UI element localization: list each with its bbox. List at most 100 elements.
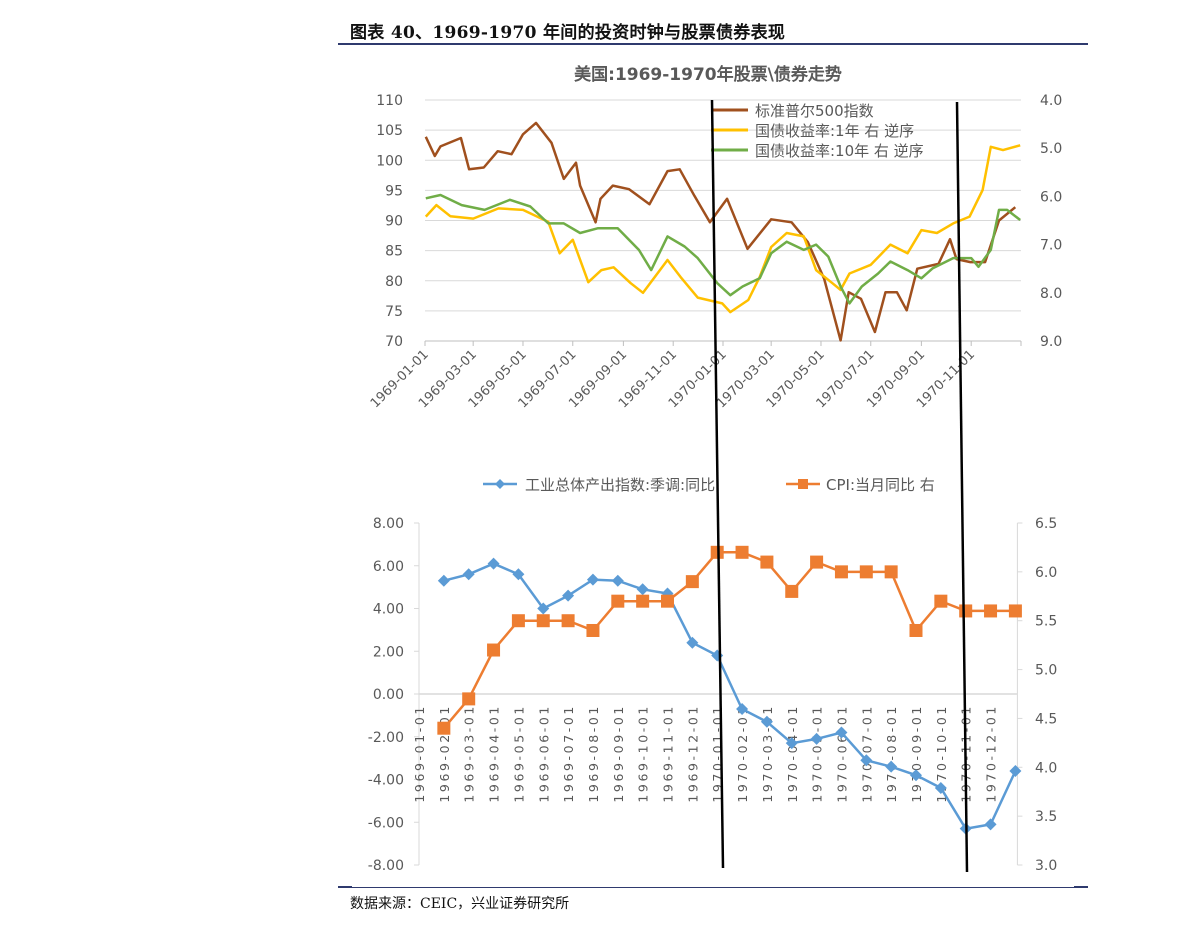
title-divider [338,43,1088,45]
data-point-diamond [586,573,599,586]
y-tick-label-left: 100 [376,153,403,169]
data-point-diamond [487,557,500,570]
data-point-square [760,555,774,569]
source-divider [338,887,1088,888]
y-tick-label-left: 95 [385,183,403,199]
data-point-diamond [1009,764,1022,777]
x-tick-label: 1969-04-01 [487,704,502,803]
data-point-square [661,594,674,608]
legend-label-0: 标准普尔500指数 [755,102,874,120]
series-line-0 [443,562,1017,831]
x-tick-label: 1969-10-01 [636,704,651,803]
source-divider-cap-left [338,886,352,888]
y-tick-label-right: 6.0 [1035,565,1057,581]
data-point-square [934,594,948,608]
data-point-square [884,565,898,579]
y-tick-label-left: 70 [385,334,403,350]
data-point-square [511,614,525,628]
source-divider-cap-right [1074,886,1088,888]
y-tick-label-left: -6.00 [368,815,404,831]
data-point-diamond [860,754,873,767]
data-point-diamond [711,649,724,662]
data-point-square [959,604,973,618]
x-tick-label: 1969-05-01 [511,704,526,803]
data-point-diamond [636,583,649,596]
data-point-square [834,565,848,579]
data-point-diamond [984,818,997,831]
data-point-diamond [785,737,798,750]
data-point-square [909,623,923,637]
data-point-diamond [810,732,823,745]
data-point-square [984,604,998,618]
y-tick-label-left: 105 [376,123,403,139]
data-point-square [462,692,476,706]
x-tick-label: 1970-08-01 [884,704,899,803]
x-tick-label: 1969-08-01 [586,704,601,803]
y-tick-label-right: 8.0 [1040,286,1062,302]
data-point-square [536,614,550,628]
data-point-diamond [934,782,947,795]
y-tick-label-right: 3.0 [1035,858,1057,874]
y-tick-label-left: 110 [376,93,403,109]
data-point-square [586,623,600,637]
data-point-diamond [537,602,550,615]
data-point-diamond [437,574,450,587]
x-tick-label: 1970-07-01 [859,704,874,803]
data-point-square [636,594,650,608]
data-point-square [1008,604,1022,618]
y-tick-label-left: -2.00 [368,730,404,746]
x-tick-label: 1969-01-01 [412,704,427,803]
x-tick-label: 1970-09-01 [909,704,924,803]
data-point-square [785,584,799,598]
data-point-diamond [562,589,575,602]
data-point-square [735,545,749,559]
y-tick-label-right: 4.0 [1035,760,1057,776]
y-tick-label-left: -8.00 [368,858,404,874]
series-line-1 [424,144,1021,314]
x-tick-label: 1970-02-01 [735,704,750,803]
series-line-1 [442,551,1016,730]
y-tick-label-left: 85 [385,244,403,260]
y-tick-label-left: 8.00 [373,516,404,532]
data-point-diamond [835,726,848,739]
x-tick-label: 1970-03-01 [760,704,775,803]
y-tick-label-right: 7.0 [1040,238,1062,254]
y-tick-label-right: 5.0 [1040,141,1062,157]
y-tick-label-right: 6.0 [1040,189,1062,205]
data-point-diamond [686,636,699,649]
x-tick-label: 1969-11-01 [661,704,676,803]
data-point-square [710,545,724,559]
y-tick-label-right: 5.5 [1035,614,1057,630]
y-tick-label-right: 9.0 [1040,334,1062,350]
legend-marker-diamond [495,479,505,489]
legend-marker-square [798,479,808,489]
y-tick-label-left: 80 [385,274,403,290]
data-point-square [437,721,451,735]
x-tick-label: 1969-03-01 [462,704,477,803]
legend-label-1: 国债收益率:1年 右 逆序 [755,122,914,140]
data-point-diamond [959,822,972,835]
x-tick-label: 1969-06-01 [536,704,551,803]
data-point-square [487,643,501,657]
y-tick-label-left: 2.00 [373,644,404,660]
y-tick-label-left: 90 [385,214,403,230]
data-point-diamond [760,715,773,728]
x-tick-label: 1969-07-01 [561,704,576,803]
y-tick-label-left: 75 [385,304,403,320]
y-tick-label-left: 6.00 [373,559,404,575]
y-tick-label-right: 4.0 [1040,93,1062,109]
data-point-diamond [462,568,475,581]
series-line-2 [425,193,1021,305]
x-tick-label: 1970-06-01 [834,704,849,803]
y-tick-label-left: 4.00 [373,602,404,618]
data-point-diamond [736,702,749,715]
figure-title: 图表 40、1969-1970 年间的投资时钟与股票债券表现 [350,23,786,43]
y-tick-label-right: 3.5 [1035,809,1057,825]
y-tick-label-right: 6.5 [1035,516,1057,532]
data-point-diamond [910,769,922,782]
x-tick-label: 1970-10-01 [934,704,949,803]
source-note: 数据来源：CEIC，兴业证券研究所 [350,896,570,912]
data-point-diamond [512,568,525,581]
y-tick-label-left: -4.00 [368,773,404,789]
